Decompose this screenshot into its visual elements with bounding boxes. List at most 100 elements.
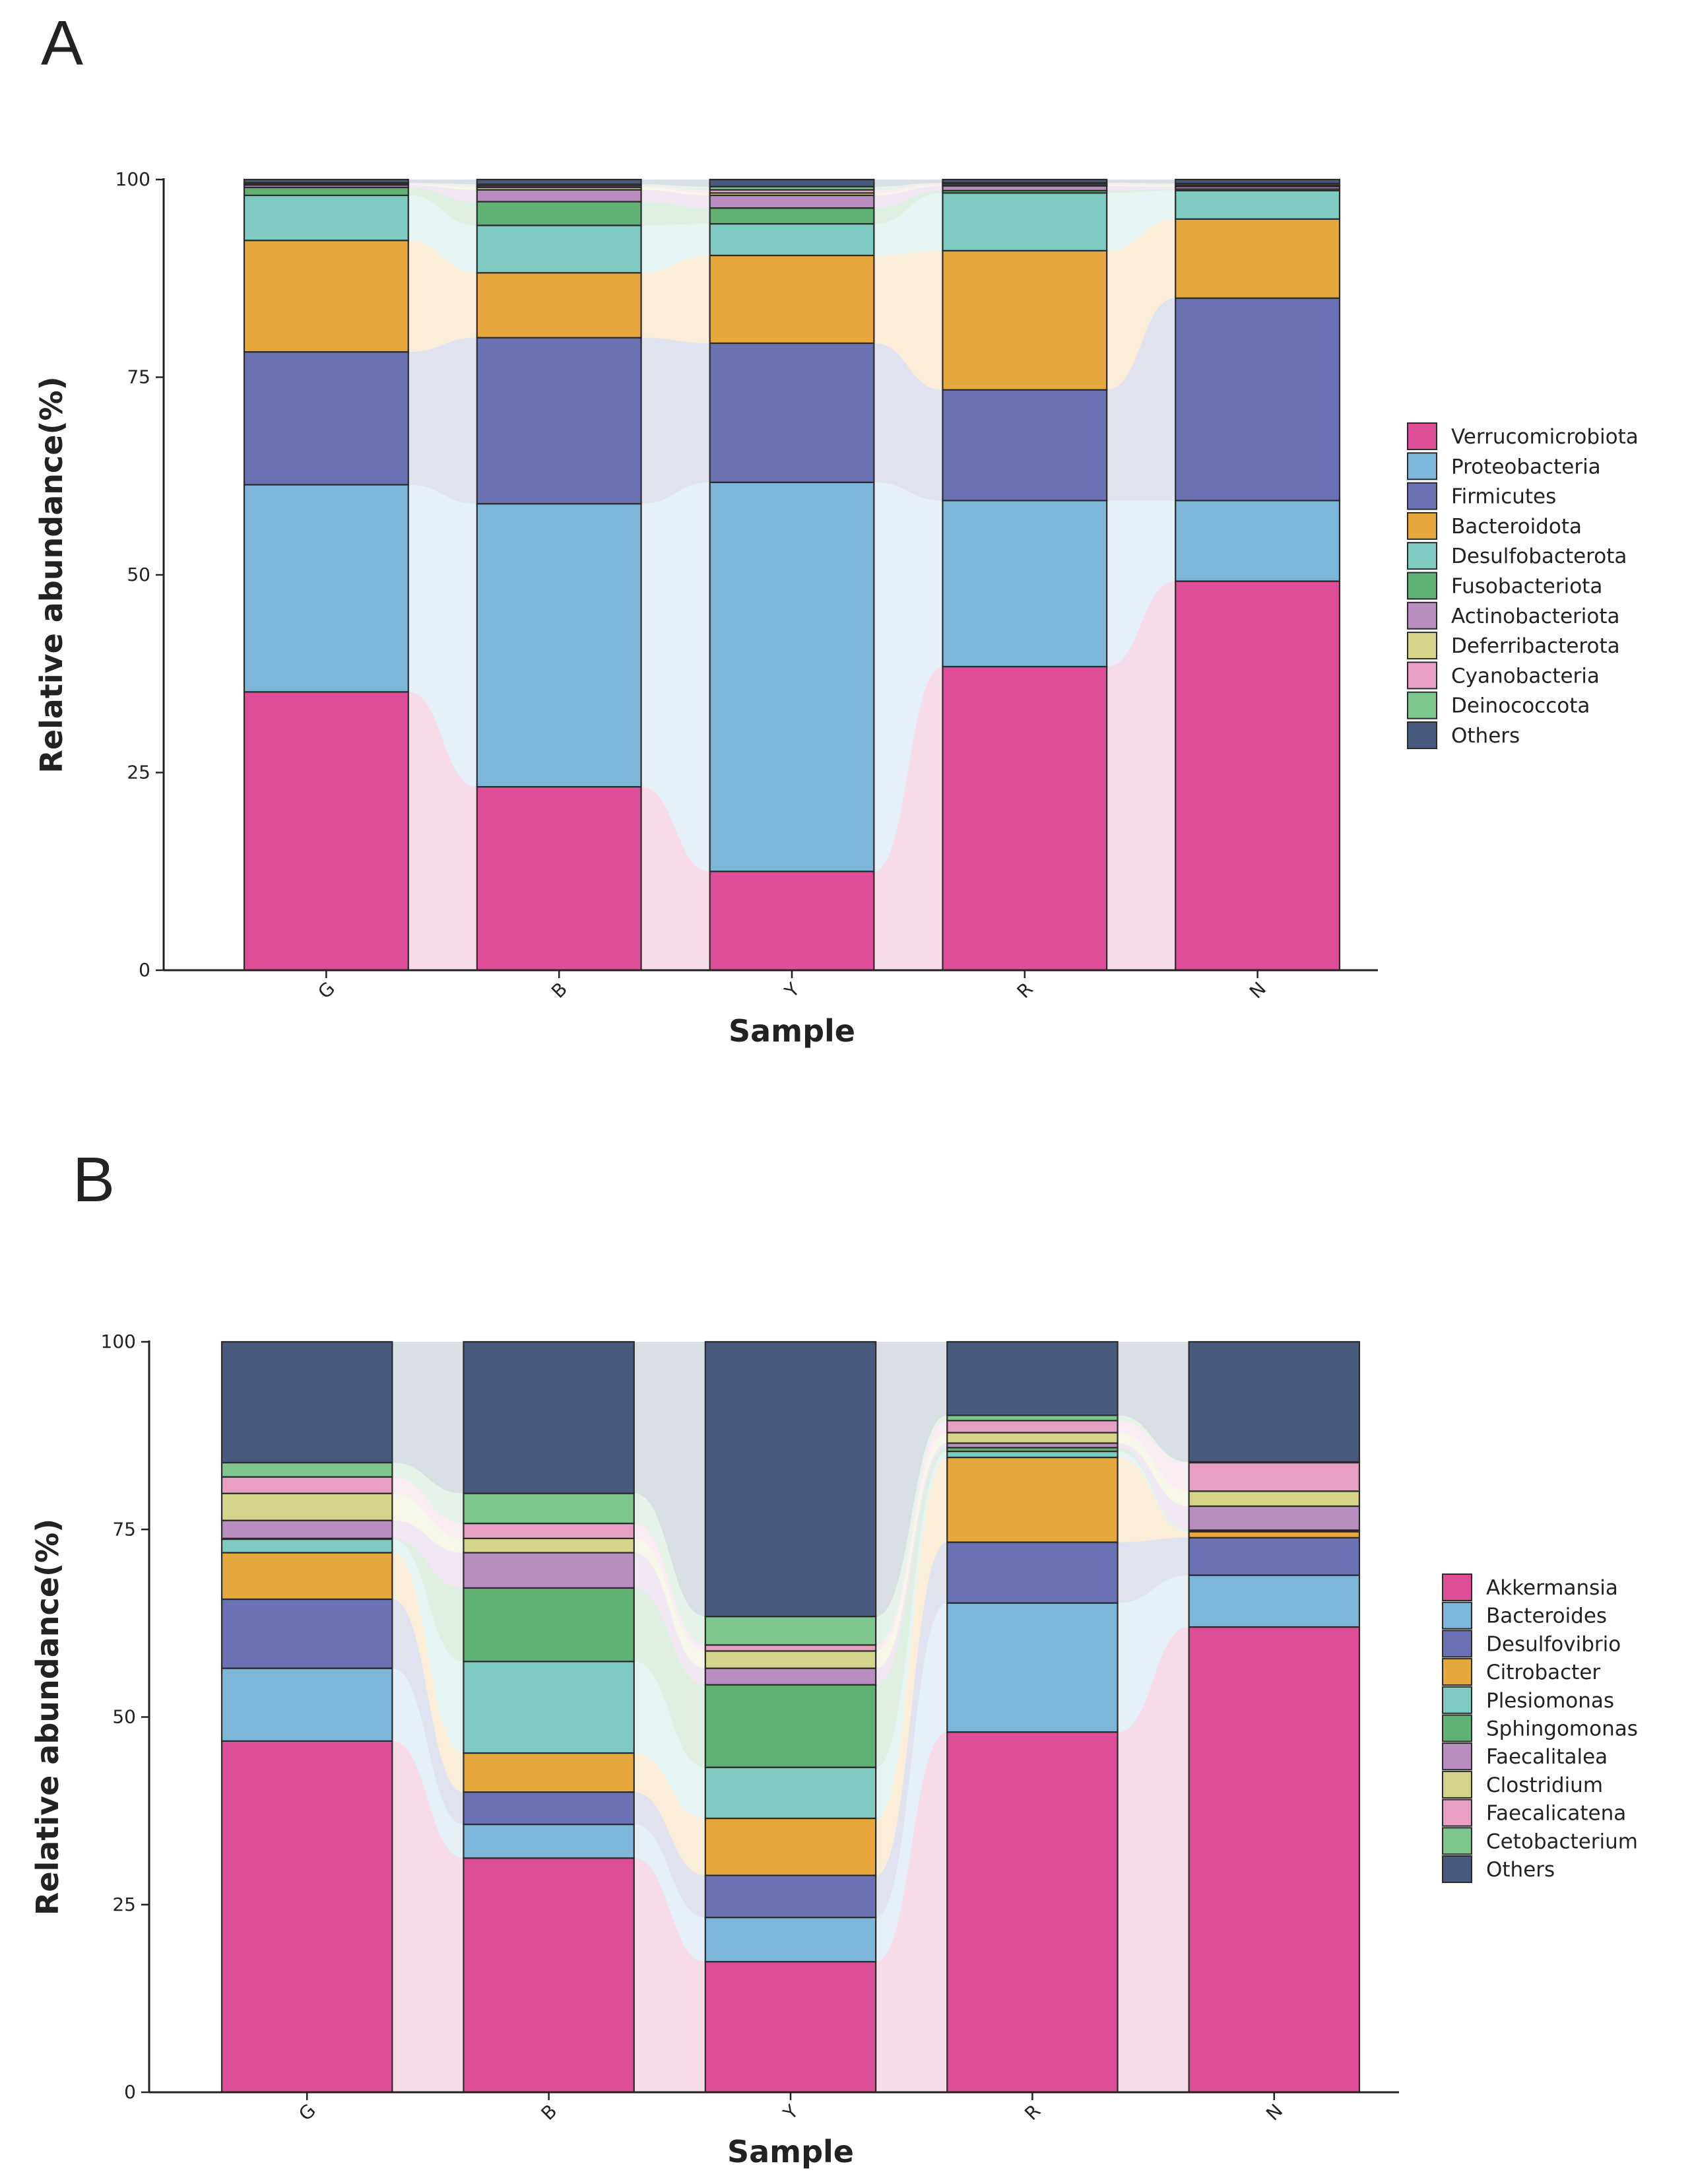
legend-label-actinobacteriota: Actinobacteriota (1451, 605, 1620, 628)
legend-label-bacteroides: Bacteroides (1486, 1605, 1607, 1628)
bar-n-bacteroidota (1175, 218, 1341, 299)
bar-n-citrobacter (1188, 1531, 1361, 1539)
flow-others-3 (1117, 1342, 1189, 1462)
bar-r-others (946, 1340, 1119, 1416)
bar-r-bacteroides (946, 1602, 1119, 1733)
bars (243, 178, 1341, 972)
legend-swatch-deinococcota (1407, 691, 1437, 719)
legend-label-cyanobacteria: Cyanobacteria (1451, 664, 1600, 688)
bar-g-clostridium (220, 1492, 393, 1521)
flow-proteobacteria-3 (1107, 500, 1176, 667)
y-tick-label: 100 (101, 1331, 136, 1352)
flow-deinococcota-0 (408, 182, 477, 186)
flow-faecalitalea-0 (392, 1520, 464, 1588)
flow-deferribacterota-3 (1107, 185, 1176, 187)
y-tick-label: 25 (112, 1894, 136, 1915)
flow-deinococcota-1 (641, 184, 710, 190)
bar-y-desulfovibrio (704, 1874, 877, 1919)
legend-swatch-bacteroidota (1407, 512, 1437, 540)
flow-desulfovibrio-1 (634, 1792, 705, 1918)
bar-b-akkermansia (463, 1857, 635, 2094)
legend-swatch-plesiomonas (1442, 1686, 1472, 1714)
bar-y-actinobacteriota (709, 194, 875, 209)
bar-b-desulfovibrio (463, 1791, 635, 1826)
bar-r-cetobacterium (946, 1414, 1119, 1422)
flow-sphingomonas-2 (876, 1447, 948, 1768)
bar-g-plesiomonas (220, 1538, 393, 1554)
bar-b-sphingomonas (463, 1587, 635, 1663)
flow-fusobacteriota-2 (874, 190, 943, 224)
flow-desulfovibrio-2 (876, 1542, 948, 1918)
x-tick-label-g: G (313, 977, 339, 1003)
flow-clostridium-3 (1117, 1432, 1189, 1507)
legend-swatch-sphingomonas (1442, 1714, 1472, 1742)
y-tick-label: 75 (127, 366, 150, 388)
bar-b-cetobacterium (463, 1492, 635, 1525)
bar-b-faecalicatena (463, 1523, 635, 1539)
bar-r-desulfovibrio (946, 1541, 1119, 1604)
flow-actinobacteriota-0 (408, 185, 477, 202)
bar-y-citrobacter (704, 1817, 877, 1876)
flow-bacteroidota-1 (641, 255, 710, 343)
x-tick-label-g: G (294, 2100, 320, 2125)
flow-plesiomonas-1 (634, 1661, 705, 1818)
bar-b-verrucomicrobiota (476, 785, 642, 972)
flow-proteobacteria-0 (408, 484, 477, 787)
flow-faecalicatena-2 (876, 1420, 948, 1651)
flow-citrobacter-1 (634, 1753, 705, 1876)
flow-actinobacteriota-3 (1107, 185, 1176, 191)
flow-verrucomicrobiota-3 (1107, 581, 1176, 970)
flow-deinococcota-2 (874, 182, 943, 190)
bar-b-plesiomonas (463, 1661, 635, 1754)
x-tick-label-y: Y (780, 978, 804, 1003)
panel-letter-b: B (73, 1144, 115, 1215)
legend-swatch-actinobacteriota (1407, 601, 1437, 630)
bar-n-desulfovibrio (1188, 1537, 1361, 1576)
bar-b-clostridium (463, 1537, 635, 1554)
flow-akkermansia-0 (392, 1740, 464, 2092)
y-tick-label: 0 (139, 959, 150, 981)
flow-cyanobacteria-1 (641, 185, 710, 193)
flow-actinobacteriota-2 (874, 185, 943, 209)
bar-y-verrucomicrobiota (709, 871, 875, 972)
flow-clostridium-0 (392, 1493, 464, 1553)
bar-y-faecalicatena (704, 1644, 877, 1652)
flow-faecalitalea-2 (876, 1443, 948, 1685)
legend-swatch-others (1442, 1855, 1472, 1883)
legend-swatch-cyanobacteria (1407, 661, 1437, 690)
legend-swatch-citrobacter (1442, 1658, 1472, 1686)
flow-sphingomonas-3 (1117, 1447, 1189, 1531)
bar-r-akkermansia (946, 1731, 1119, 2094)
bar-g-citrobacter (220, 1552, 393, 1601)
legend-swatch-cetobacterium (1442, 1827, 1472, 1855)
bar-r-plesiomonas (946, 1450, 1119, 1459)
bar-y-akkermansia (704, 1961, 877, 2094)
bar-y-others (709, 178, 875, 187)
bar-n-desulfobacterota (1175, 189, 1341, 220)
flow-firmicutes-0 (408, 337, 477, 504)
flow-faecalitalea-3 (1117, 1443, 1189, 1531)
flow-bacteroidota-2 (874, 250, 943, 390)
flow-desulfobacterota-2 (874, 193, 943, 256)
bar-r-proteobacteria (942, 500, 1108, 668)
legend-swatch-firmicutes (1407, 482, 1437, 510)
flow-actinobacteriota-1 (641, 189, 710, 209)
flow-citrobacter-2 (876, 1457, 948, 1876)
bar-b-desulfobacterota (476, 224, 642, 274)
legend-swatch-clostridium (1442, 1770, 1472, 1799)
flow-cetobacterium-3 (1117, 1415, 1189, 1463)
bar-g-fusobacteriota (243, 186, 409, 197)
flow-bacteroidota-3 (1107, 218, 1176, 390)
bar-b-citrobacter (463, 1752, 635, 1793)
legend-label-plesiomonas: Plesiomonas (1486, 1689, 1614, 1713)
legend-swatch-akkermansia (1442, 1573, 1472, 1601)
x-axis-title: Sample (729, 1013, 855, 1049)
flow-cyanobacteria-3 (1107, 183, 1176, 186)
bar-r-clostridium (946, 1432, 1119, 1444)
flow-bacteroidota-0 (408, 240, 477, 352)
flow-plesiomonas-0 (392, 1539, 464, 1754)
flow-bacteroides-0 (392, 1668, 464, 1859)
flow-others-0 (408, 180, 477, 185)
flow-deinococcota-3 (1107, 182, 1176, 185)
